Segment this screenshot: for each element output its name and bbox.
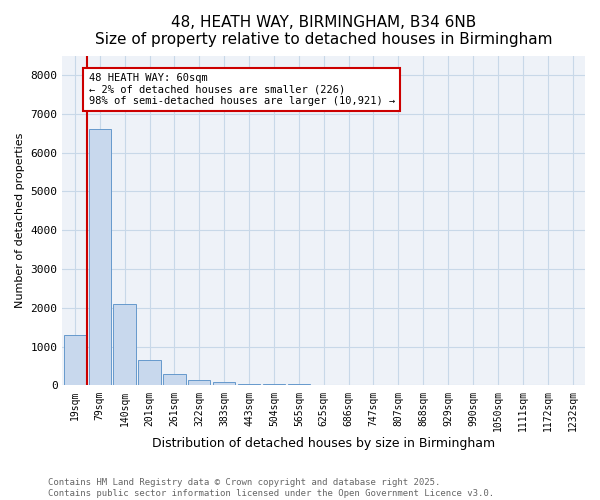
Bar [64,335,86,386]
X-axis label: Distribution of detached houses by size in Birmingham: Distribution of detached houses by size … [152,437,495,450]
Bar [113,304,136,386]
Y-axis label: Number of detached properties: Number of detached properties [15,133,25,308]
Bar [188,380,211,386]
Bar [89,130,111,386]
Bar [287,384,310,386]
Text: 48 HEATH WAY: 60sqm
← 2% of detached houses are smaller (226)
98% of semi-detach: 48 HEATH WAY: 60sqm ← 2% of detached hou… [89,73,395,106]
Bar [213,382,235,386]
Bar [238,384,260,386]
Title: 48, HEATH WAY, BIRMINGHAM, B34 6NB
Size of property relative to detached houses : 48, HEATH WAY, BIRMINGHAM, B34 6NB Size … [95,15,553,48]
Text: Contains HM Land Registry data © Crown copyright and database right 2025.
Contai: Contains HM Land Registry data © Crown c… [48,478,494,498]
Bar [163,374,185,386]
Bar [263,384,285,386]
Bar [139,360,161,386]
